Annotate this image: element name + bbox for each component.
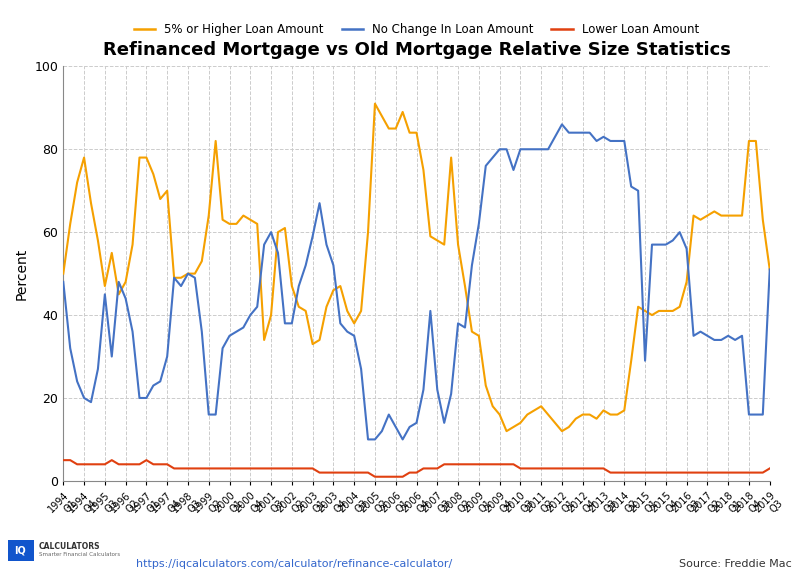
5% or Higher Loan Amount: [710, 208, 719, 215]
5% or Higher Loan Amount: [502, 428, 511, 435]
Lower Loan Amount: [689, 469, 698, 476]
Lower Loan Amount: [765, 465, 774, 472]
5% or Higher Loan Amount: [717, 212, 726, 219]
Lower Loan Amount: [253, 465, 262, 472]
No Change In Loan Amount: [253, 303, 262, 310]
Text: Source: Freddie Mac: Source: Freddie Mac: [679, 559, 792, 569]
Text: Smarter Financial Calculators: Smarter Financial Calculators: [38, 553, 120, 557]
Lower Loan Amount: [702, 469, 712, 476]
Text: IQ: IQ: [14, 546, 26, 556]
Line: No Change In Loan Amount: No Change In Loan Amount: [63, 124, 770, 439]
No Change In Loan Amount: [696, 328, 706, 335]
5% or Higher Loan Amount: [696, 216, 706, 223]
Text: https://iqcalculators.com/calculator/refinance-calculator/: https://iqcalculators.com/calculator/ref…: [136, 559, 452, 569]
FancyBboxPatch shape: [6, 541, 34, 561]
No Change In Loan Amount: [474, 220, 484, 227]
Text: CALCULATORS: CALCULATORS: [38, 542, 100, 551]
No Change In Loan Amount: [58, 279, 68, 285]
Lower Loan Amount: [710, 469, 719, 476]
No Change In Loan Amount: [765, 266, 774, 273]
No Change In Loan Amount: [710, 336, 719, 343]
No Change In Loan Amount: [363, 436, 373, 443]
5% or Higher Loan Amount: [370, 100, 380, 107]
No Change In Loan Amount: [730, 336, 740, 343]
5% or Higher Loan Amount: [58, 270, 68, 277]
Lower Loan Amount: [723, 469, 733, 476]
Y-axis label: Percent: Percent: [15, 248, 29, 300]
Title: Refinanced Mortgage vs Old Mortgage Relative Size Statistics: Refinanced Mortgage vs Old Mortgage Rela…: [102, 41, 730, 59]
Lower Loan Amount: [58, 456, 68, 463]
5% or Higher Loan Amount: [253, 220, 262, 227]
No Change In Loan Amount: [717, 336, 726, 343]
No Change In Loan Amount: [557, 121, 566, 128]
5% or Higher Loan Amount: [765, 266, 774, 273]
Legend: 5% or Higher Loan Amount, No Change In Loan Amount, Lower Loan Amount: 5% or Higher Loan Amount, No Change In L…: [129, 18, 704, 41]
Lower Loan Amount: [474, 461, 484, 468]
5% or Higher Loan Amount: [730, 212, 740, 219]
Lower Loan Amount: [370, 473, 380, 480]
Line: Lower Loan Amount: Lower Loan Amount: [63, 460, 770, 476]
Line: 5% or Higher Loan Amount: 5% or Higher Loan Amount: [63, 104, 770, 431]
5% or Higher Loan Amount: [474, 332, 484, 339]
